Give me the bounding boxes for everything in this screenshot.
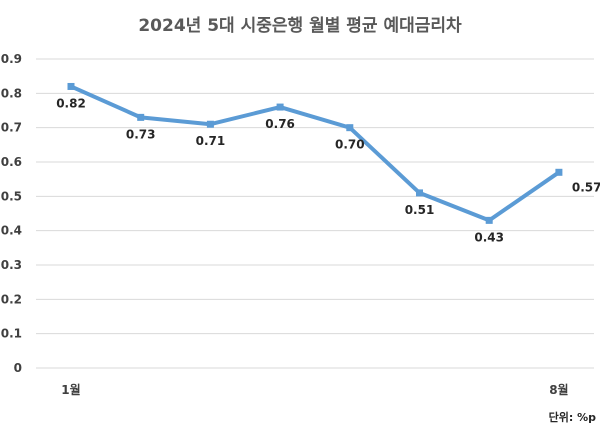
data-point	[276, 103, 284, 111]
x-tick-label: 8월	[549, 382, 568, 397]
gridlines	[36, 58, 594, 369]
y-tick-label: 0.7	[1, 121, 22, 135]
data-point	[206, 120, 214, 128]
data-label: 0.76	[265, 117, 295, 131]
data-label: 0.71	[196, 134, 226, 148]
y-tick-label: 0	[14, 361, 22, 375]
data-label: 0.43	[474, 230, 504, 244]
y-tick-label: 0.9	[1, 52, 22, 66]
x-axis-ticks: 1월 8월	[61, 382, 568, 397]
y-tick-label: 0.5	[1, 189, 22, 203]
data-point	[137, 113, 145, 121]
y-tick-label: 0.2	[1, 292, 22, 306]
data-labels: 0.82 0.73 0.71 0.76 0.70 0.51 0.43 0.57	[56, 96, 600, 244]
unit-note: 단위: %p	[549, 410, 596, 424]
data-point	[346, 124, 354, 132]
y-tick-label: 0.1	[1, 327, 22, 341]
data-point	[416, 189, 423, 197]
series-line-group	[67, 82, 563, 224]
data-label: 0.51	[405, 203, 435, 217]
data-label: 0.73	[126, 127, 156, 141]
data-label: 0.70	[335, 138, 365, 152]
data-label: 0.82	[56, 96, 86, 110]
x-tick-label: 1월	[61, 382, 80, 397]
data-point	[67, 82, 75, 90]
data-label: 0.57	[572, 180, 600, 194]
data-point	[555, 168, 563, 176]
y-tick-label: 0.8	[1, 86, 22, 100]
chart-title: 2024년 5대 시중은행 월별 평균 예대금리차	[138, 16, 462, 36]
y-tick-label: 0.3	[1, 258, 22, 272]
series-line	[69, 84, 561, 223]
y-axis-ticks: 0 0.1 0.2 0.3 0.4 0.5 0.6 0.7 0.8 0.9	[1, 52, 22, 375]
y-tick-label: 0.6	[1, 155, 22, 169]
data-point	[485, 216, 493, 224]
y-tick-label: 0.4	[1, 224, 22, 238]
